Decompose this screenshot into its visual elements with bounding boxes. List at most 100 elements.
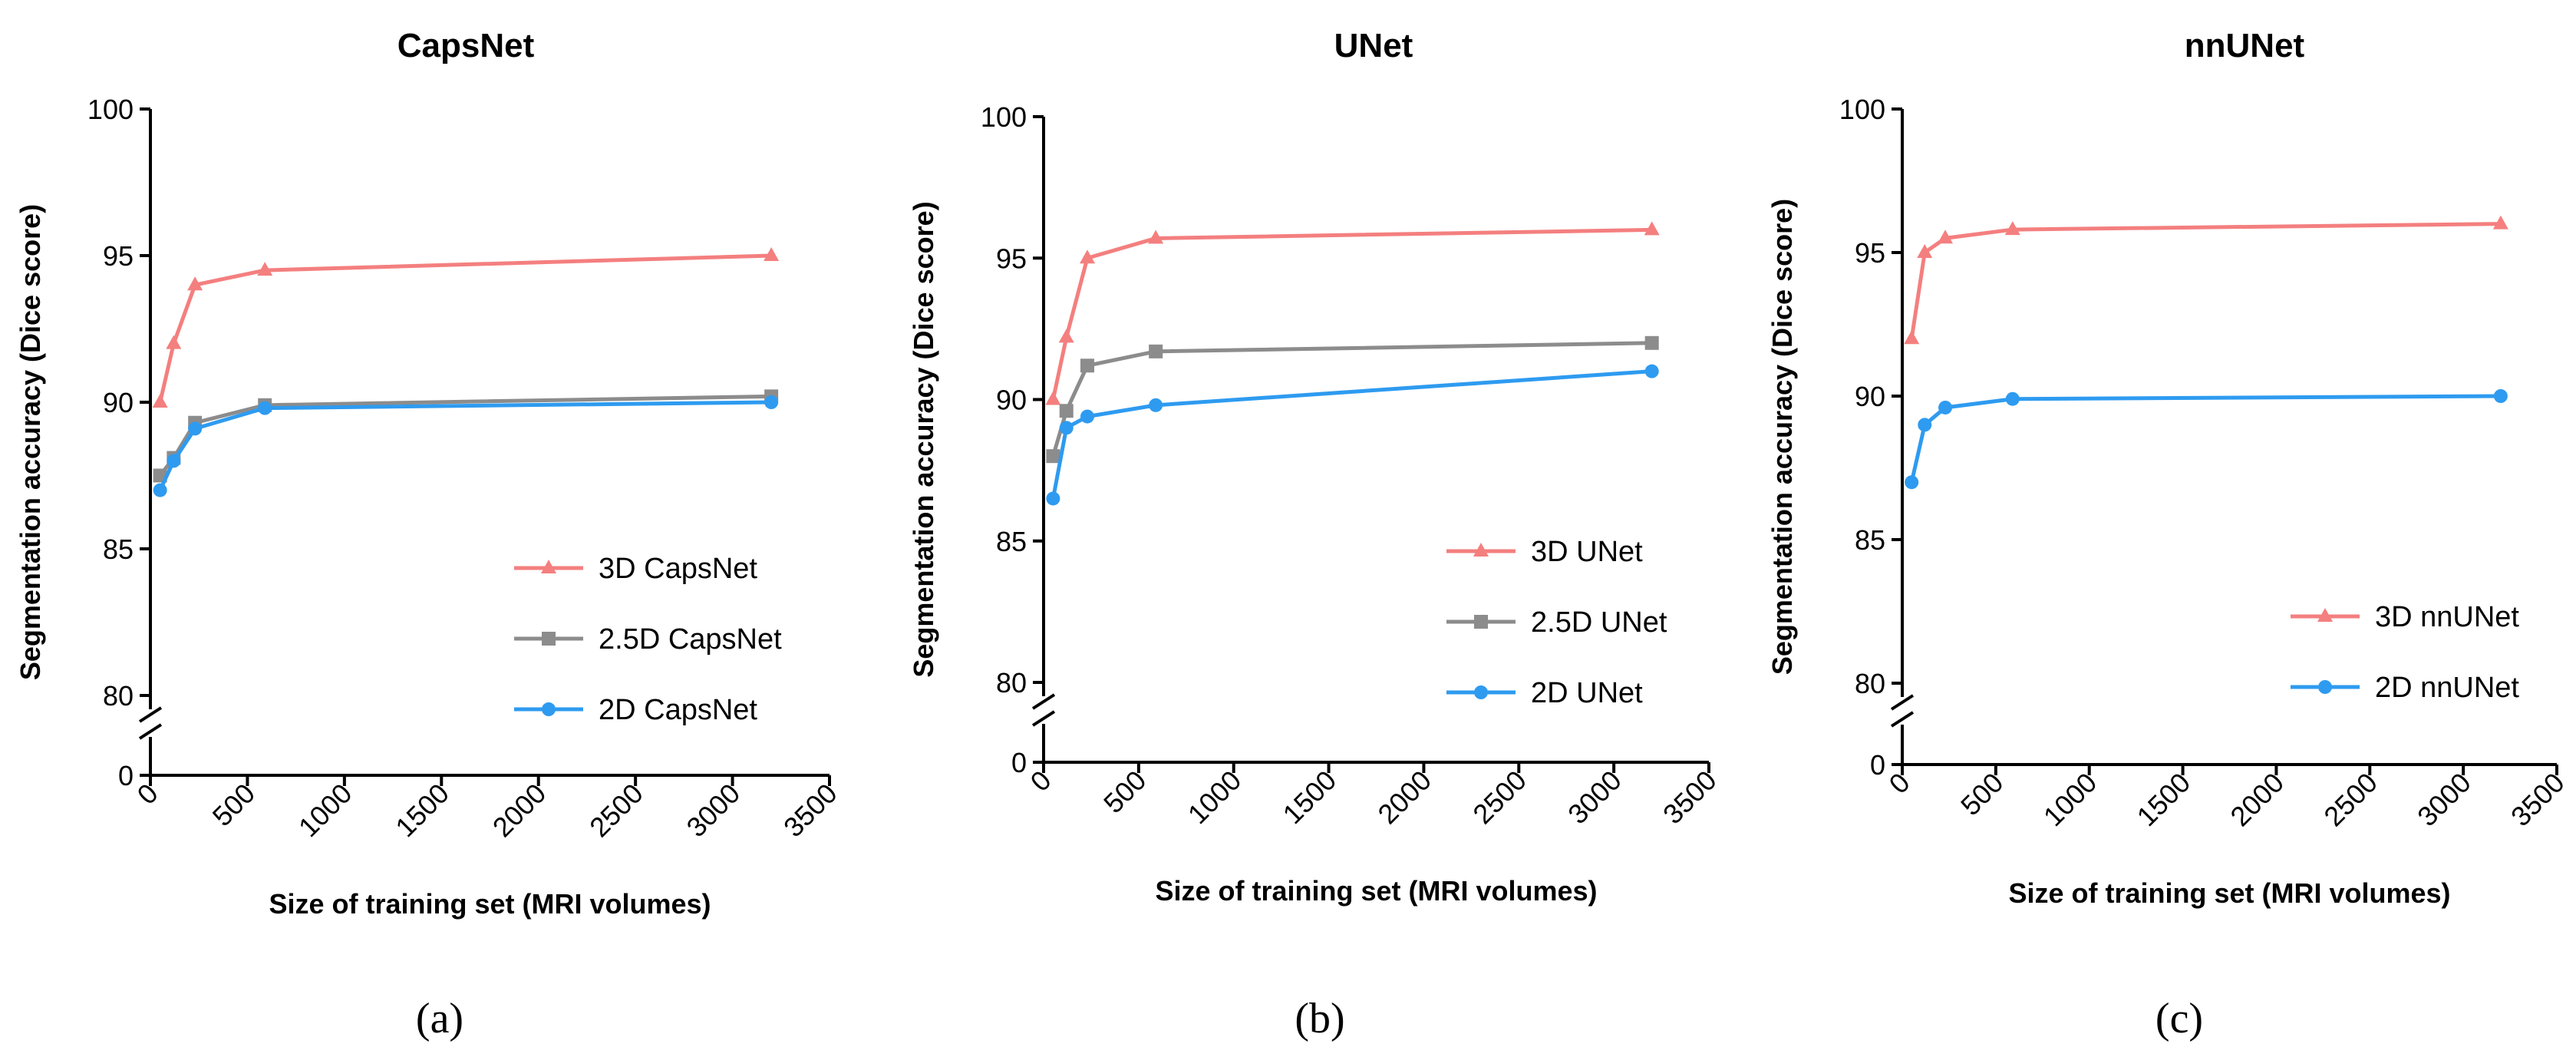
y-axis-break-mark xyxy=(1031,693,1056,710)
data-point xyxy=(1148,230,1164,244)
data-point xyxy=(166,335,182,349)
x-tick-label: 2000 xyxy=(487,778,552,844)
x-tick-label: 3500 xyxy=(2505,767,2571,833)
y-tick-label: 80 xyxy=(103,680,134,712)
legend-label: 3D CapsNet xyxy=(599,553,757,585)
y-tick-label: 0 xyxy=(1870,749,1885,781)
data-point xyxy=(1904,330,1920,345)
data-point xyxy=(188,421,203,436)
series-3d-nnunet xyxy=(1904,215,2508,345)
y-tick-label: 85 xyxy=(103,533,134,565)
chart-title: nnUNet xyxy=(2185,27,2305,64)
legend-item: 3D nnUNet xyxy=(2291,601,2519,633)
x-tick-label: 1500 xyxy=(2131,767,2197,833)
y-tick-label: 95 xyxy=(996,243,1027,274)
legend-item: 3D UNet xyxy=(1446,536,1643,568)
legend-item: 2.5D CapsNet xyxy=(514,623,782,656)
chart-title: UNet xyxy=(1334,27,1413,64)
data-point xyxy=(1149,398,1163,412)
legend-marker xyxy=(1474,685,1488,699)
data-point xyxy=(1644,335,1659,350)
y-axis-label: Segmentation accuracy (Dice score) xyxy=(908,201,939,677)
series-3d-capsnet xyxy=(152,247,780,408)
legend: 3D nnUNet 2D nnUNet xyxy=(2291,601,2519,704)
x-tick-label: 0 xyxy=(131,778,164,811)
x-tick-label: 2500 xyxy=(1466,765,1532,831)
x-tick-label: 2000 xyxy=(1371,765,1437,831)
legend-marker xyxy=(1473,543,1489,557)
data-point xyxy=(257,262,273,276)
x-tick-label: 500 xyxy=(206,778,261,832)
x-tick-label: 3500 xyxy=(777,778,843,844)
legend-marker xyxy=(542,702,556,716)
x-tick-label: 2500 xyxy=(583,778,649,844)
series-2d-capsnet xyxy=(153,395,779,497)
data-point xyxy=(1079,249,1095,264)
data-point xyxy=(2493,389,2508,403)
y-axis-label: Segmentation accuracy (Dice score) xyxy=(15,204,46,680)
legend-label: 2D UNet xyxy=(1531,677,1643,709)
x-tick-label: 2500 xyxy=(2317,767,2383,833)
x-tick-label: 3000 xyxy=(2411,767,2477,833)
legend-label: 2D CapsNet xyxy=(599,694,757,726)
series-line xyxy=(1051,341,1652,457)
data-point xyxy=(1058,329,1074,343)
data-point xyxy=(1917,244,1933,258)
y-tick-label: 85 xyxy=(1855,524,1885,556)
series-line xyxy=(1909,394,2501,483)
series-line xyxy=(158,394,772,477)
data-point xyxy=(1644,221,1660,236)
legend-item: 2.5D UNet xyxy=(1446,606,1667,639)
x-tick-label: 3000 xyxy=(1562,765,1628,831)
legend-label: 2D nnUNet xyxy=(2375,672,2519,704)
x-tick-label: 500 xyxy=(1097,765,1152,819)
legend-item: 3D CapsNet xyxy=(514,553,757,585)
data-point xyxy=(764,395,779,409)
y-tick-label: 0 xyxy=(1011,747,1027,778)
data-point xyxy=(1045,391,1061,405)
data-point xyxy=(1938,230,1954,244)
x-tick-label: 1000 xyxy=(2037,767,2103,833)
legend-label: 3D nnUNet xyxy=(2375,601,2519,633)
legend-label: 2.5D CapsNet xyxy=(599,623,782,656)
y-axis-label: Segmentation accuracy (Dice score) xyxy=(1766,199,1798,675)
series-2-5d-unet xyxy=(1046,335,1659,464)
panel-label: (a) xyxy=(416,995,463,1042)
x-tick-label: 3000 xyxy=(681,778,747,844)
y-tick-label: 100 xyxy=(87,94,134,125)
data-point xyxy=(167,454,181,468)
series-line xyxy=(1909,222,2501,339)
y-tick-label: 85 xyxy=(996,526,1027,557)
y-tick-label: 0 xyxy=(118,760,134,791)
x-tick-label: 500 xyxy=(1954,767,2009,821)
data-point xyxy=(1149,344,1163,358)
x-axis-label: Size of training set (MRI volumes) xyxy=(269,888,711,920)
data-point xyxy=(258,401,272,415)
x-axis-label: Size of training set (MRI volumes) xyxy=(1155,875,1597,907)
y-axis-break-mark xyxy=(1890,694,1915,711)
legend-marker xyxy=(541,560,556,573)
series-line xyxy=(158,253,772,403)
y-axis-break-mark xyxy=(1031,710,1056,727)
legend-marker xyxy=(2317,608,2333,622)
chart-title: CapsNet xyxy=(397,27,535,64)
legend-label: 3D UNet xyxy=(1531,536,1643,568)
data-point xyxy=(152,394,168,408)
data-point xyxy=(764,247,780,261)
x-tick-label: 1500 xyxy=(389,778,455,844)
legend: 3D CapsNet 2.5D CapsNet 2D CapsNet xyxy=(514,553,782,726)
data-point xyxy=(1938,400,1953,415)
x-tick-label: 1500 xyxy=(1277,765,1343,831)
legend-label: 2.5D UNet xyxy=(1531,606,1667,639)
y-axis-break-mark xyxy=(1890,711,1915,728)
x-tick-label: 1000 xyxy=(1182,765,1248,831)
x-tick-label: 0 xyxy=(1024,765,1057,798)
y-tick-label: 90 xyxy=(1855,381,1885,412)
data-point xyxy=(1046,491,1060,506)
y-tick-label: 80 xyxy=(1855,668,1885,699)
data-point xyxy=(1080,358,1094,373)
data-point xyxy=(2005,391,2020,406)
